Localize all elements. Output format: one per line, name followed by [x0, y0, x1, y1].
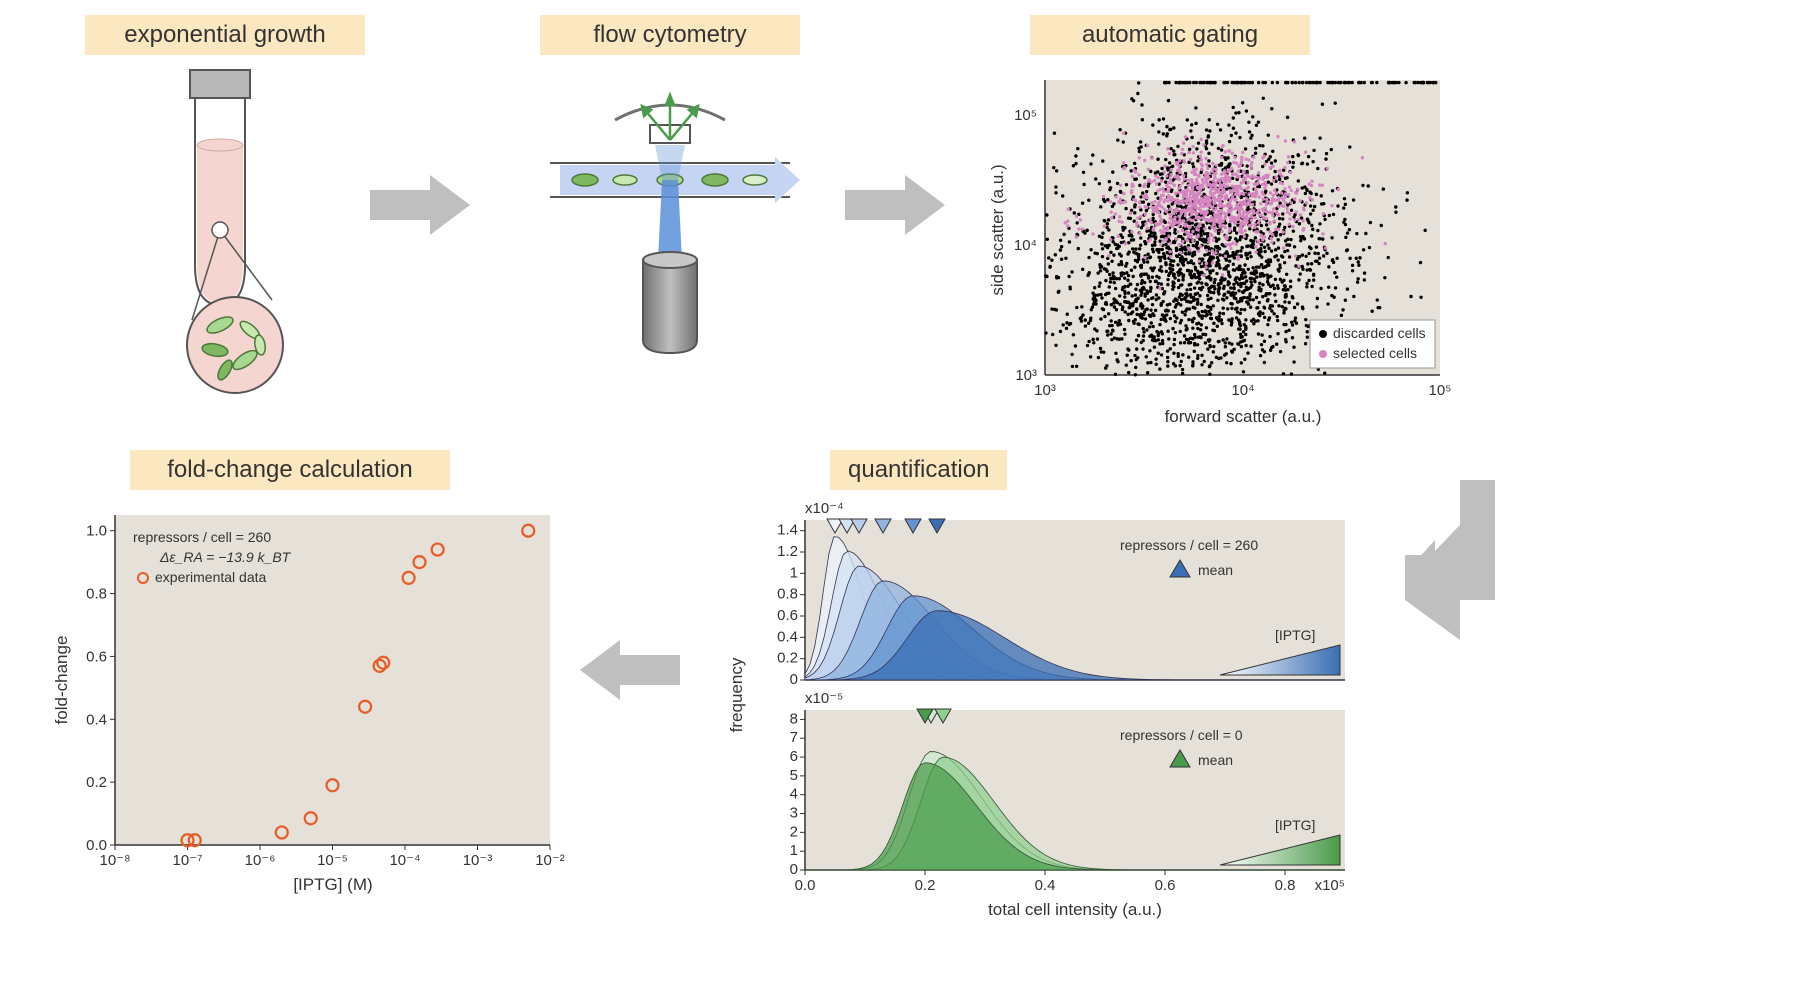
q-bot-leg1: repressors / cell = 0	[1120, 727, 1243, 743]
q-xlabel: total cell intensity (a.u.)	[988, 900, 1162, 919]
svg-text:10³: 10³	[1034, 382, 1056, 399]
svg-text:0.2: 0.2	[86, 774, 107, 791]
svg-text:8: 8	[790, 710, 798, 727]
scatter-xlabel: forward scatter (a.u.)	[1165, 407, 1322, 426]
svg-text:10⁻⁴: 10⁻⁴	[389, 852, 420, 869]
panel-foldchange: 0.00.20.40.60.81.0 10⁻⁸10⁻⁷10⁻⁶10⁻⁵10⁻⁴1…	[45, 500, 565, 900]
svg-text:0.6: 0.6	[777, 607, 798, 624]
q-top-leg1: repressors / cell = 260	[1120, 537, 1258, 553]
svg-text:1.2: 1.2	[777, 543, 798, 560]
svg-text:10⁴: 10⁴	[1231, 382, 1254, 399]
svg-text:0.6: 0.6	[86, 648, 107, 665]
svg-text:3: 3	[790, 805, 798, 822]
title-automatic-gating: automatic gating	[1030, 15, 1310, 55]
svg-text:0: 0	[790, 671, 798, 688]
svg-text:2: 2	[790, 823, 798, 840]
svg-text:0.6: 0.6	[1155, 877, 1176, 894]
q-bot-iptg: [IPTG]	[1275, 817, 1315, 833]
svg-text:10⁻⁵: 10⁻⁵	[317, 852, 348, 869]
legend-discarded: discarded cells	[1333, 325, 1426, 341]
svg-text:10⁻⁶: 10⁻⁶	[245, 852, 276, 869]
svg-text:10⁻⁸: 10⁻⁸	[100, 852, 131, 869]
fc-leg3: experimental data	[155, 569, 267, 585]
svg-text:0.8: 0.8	[777, 586, 798, 603]
quant-top-yexp: x10⁻⁴	[805, 500, 844, 517]
q-top-leg2: mean	[1198, 562, 1233, 578]
svg-text:0.2: 0.2	[915, 877, 936, 894]
svg-text:10⁻⁷: 10⁻⁷	[172, 852, 202, 869]
svg-text:0.0: 0.0	[795, 877, 816, 894]
panel-scatter: 10³ 10⁴ 10⁵ 10³ 10⁴ 10⁵ forward scatter …	[985, 70, 1455, 430]
svg-text:1: 1	[790, 564, 798, 581]
fc-xlabel: [IPTG] (M)	[293, 875, 372, 894]
svg-text:0.8: 0.8	[86, 586, 107, 603]
svg-text:1: 1	[790, 842, 798, 859]
fc-leg1: repressors / cell = 260	[133, 529, 271, 545]
q-bot-leg2: mean	[1198, 752, 1233, 768]
quant-bot-yexp: x10⁻⁵	[805, 690, 843, 707]
quant-xexp: x10⁵	[1315, 877, 1345, 894]
fc-ylabel: fold-change	[52, 636, 71, 725]
panel-flow-cytometry	[530, 85, 810, 375]
q-ylabel: frequency	[727, 657, 746, 732]
panel-exponential-growth	[120, 65, 340, 395]
svg-text:10⁴: 10⁴	[1014, 237, 1037, 254]
panel-quant: x10⁻⁴ 0 0.2 0.4 0.6 0.8 1 1.2 1.4 repressors / …	[720, 495, 1370, 925]
svg-text:6: 6	[790, 748, 798, 765]
svg-text:0.4: 0.4	[1035, 877, 1056, 894]
title-flow-cytometry: flow cytometry	[540, 15, 800, 55]
svg-text:10⁵: 10⁵	[1429, 382, 1452, 399]
svg-text:0.4: 0.4	[777, 628, 798, 645]
svg-text:5: 5	[790, 767, 798, 784]
svg-text:0.2: 0.2	[777, 650, 798, 667]
arrow-1	[370, 175, 470, 235]
svg-text:10⁵: 10⁵	[1014, 107, 1037, 124]
svg-text:10⁻³: 10⁻³	[463, 852, 493, 869]
fc-leg2: Δε_RA = −13.9 k_BT	[159, 549, 292, 565]
title-exponential-growth: exponential growth	[85, 15, 365, 55]
svg-text:7: 7	[790, 729, 798, 746]
svg-text:0: 0	[790, 861, 798, 878]
svg-text:0.8: 0.8	[1275, 877, 1296, 894]
scatter-ylabel: side scatter (a.u.)	[988, 164, 1007, 295]
title-quantification: quantification	[830, 450, 1007, 490]
arrow-4	[580, 640, 680, 700]
arrow-3	[1405, 480, 1495, 640]
arrow-2	[845, 175, 945, 235]
svg-text:4: 4	[790, 786, 798, 803]
svg-text:1.4: 1.4	[777, 522, 798, 539]
title-fold-change: fold-change calculation	[130, 450, 450, 490]
svg-text:10⁻²: 10⁻²	[535, 852, 565, 869]
svg-text:1.0: 1.0	[86, 523, 107, 540]
svg-text:0.4: 0.4	[86, 711, 107, 728]
q-top-iptg: [IPTG]	[1275, 627, 1315, 643]
svg-text:10³: 10³	[1015, 367, 1037, 384]
legend-selected: selected cells	[1333, 345, 1417, 361]
